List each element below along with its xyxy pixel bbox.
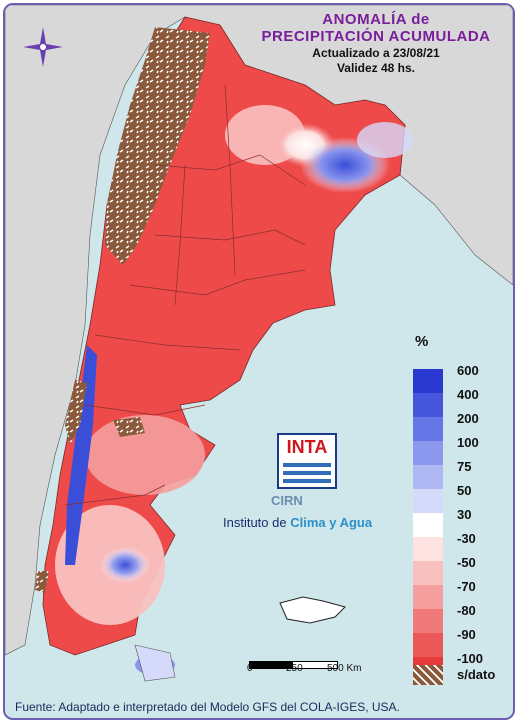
scale-label-0: 0 <box>247 663 253 674</box>
inta-logo: INTA CIRN Instituto de Clima y Agua <box>223 427 403 537</box>
legend-label: -80 <box>457 603 476 618</box>
legend-swatch <box>413 393 443 417</box>
precipitation-anomaly-map <box>5 5 513 682</box>
no-data-andes-south <box>65 380 87 445</box>
legend-label: -50 <box>457 555 476 570</box>
andes-wet-strip <box>65 345 97 565</box>
scale-label-500: 500 Km <box>327 663 362 674</box>
compass-rose-icon <box>23 27 63 67</box>
validity-period: Validez 48 hs. <box>336 61 416 75</box>
institute-name: Instituto de Clima y Agua <box>223 515 372 530</box>
legend-label: 30 <box>457 507 472 522</box>
legend-label: 200 <box>457 411 479 426</box>
legend-row: -30 <box>413 531 501 561</box>
legend-swatch <box>413 585 443 609</box>
legend-nodata-row: s/dato <box>413 663 501 687</box>
legend-swatch <box>413 489 443 513</box>
legend-row: 75 <box>413 459 501 489</box>
updated-date: Actualizado a 23/08/21 <box>312 46 440 60</box>
islands <box>279 596 346 624</box>
title-line-1: ANOMALÍA de <box>322 11 430 28</box>
legend-unit: % <box>415 333 429 350</box>
legend-swatch <box>413 513 443 537</box>
institute-prefix: Instituto de <box>223 515 291 530</box>
map-frame: ANOMALÍA de PRECIPITACIÓN ACUMULADA Actu… <box>3 3 515 720</box>
legend-swatch <box>413 561 443 585</box>
legend-label: -30 <box>457 531 476 546</box>
inta-emblem: INTA <box>277 433 337 489</box>
legend-row: 50 <box>413 483 501 513</box>
institute-highlight: Clima y Agua <box>290 515 373 530</box>
tierra-del-fuego <box>134 644 176 682</box>
legend-nodata-label: s/dato <box>457 667 496 682</box>
legend-row: -80 <box>413 603 501 633</box>
scale-bar <box>249 659 344 677</box>
legend-label: 600 <box>457 363 479 378</box>
wave-icon <box>283 479 331 483</box>
province-borders <box>64 84 306 506</box>
legend-swatch <box>413 441 443 465</box>
legend-swatch <box>413 465 443 489</box>
legend-row: -90 <box>413 627 501 657</box>
legend-label: -100 <box>457 651 484 666</box>
scale-label-250: 250 <box>286 663 303 674</box>
legend-swatch <box>413 609 443 633</box>
ne-wet-fringe <box>357 122 413 158</box>
legend-swatch <box>413 633 443 657</box>
legend-label: 75 <box>457 459 472 474</box>
inta-wordmark: INTA <box>286 437 328 457</box>
legend-row: 400 <box>413 387 501 417</box>
legend-row: 100 <box>413 435 501 465</box>
legend-nodata-swatch <box>413 665 443 685</box>
no-data-south-tip <box>35 571 49 593</box>
wave-icon <box>283 471 331 475</box>
map-title-block: ANOMALÍA de PRECIPITACIÓN ACUMULADA Actu… <box>251 11 501 75</box>
scale-segment-white <box>292 661 338 669</box>
cirn-label: CIRN <box>271 493 303 508</box>
legend-row: -50 <box>413 555 501 585</box>
legend-label: 100 <box>457 435 479 450</box>
legend-label: 400 <box>457 387 479 402</box>
legend-label: -70 <box>457 579 476 594</box>
title-line-2: PRECIPITACIÓN ACUMULADA <box>261 28 491 45</box>
legend-row: 200 <box>413 411 501 441</box>
legend-row: -70 <box>413 579 501 609</box>
legend-label: 50 <box>457 483 472 498</box>
legend-row: 30 <box>413 507 501 537</box>
no-data-andes-north <box>105 27 210 265</box>
south-wet-anomaly <box>100 547 150 583</box>
legend-swatch <box>413 417 443 441</box>
moderate-deficit-zone <box>85 415 205 495</box>
wave-icon <box>283 463 331 467</box>
legend-row: 600 <box>413 363 501 393</box>
no-data-patch <box>113 417 145 437</box>
legend-label: -90 <box>457 627 476 642</box>
legend-swatch <box>413 369 443 393</box>
source-footer: Fuente: Adaptado e interpretado del Mode… <box>15 700 400 714</box>
legend-swatch <box>413 537 443 561</box>
